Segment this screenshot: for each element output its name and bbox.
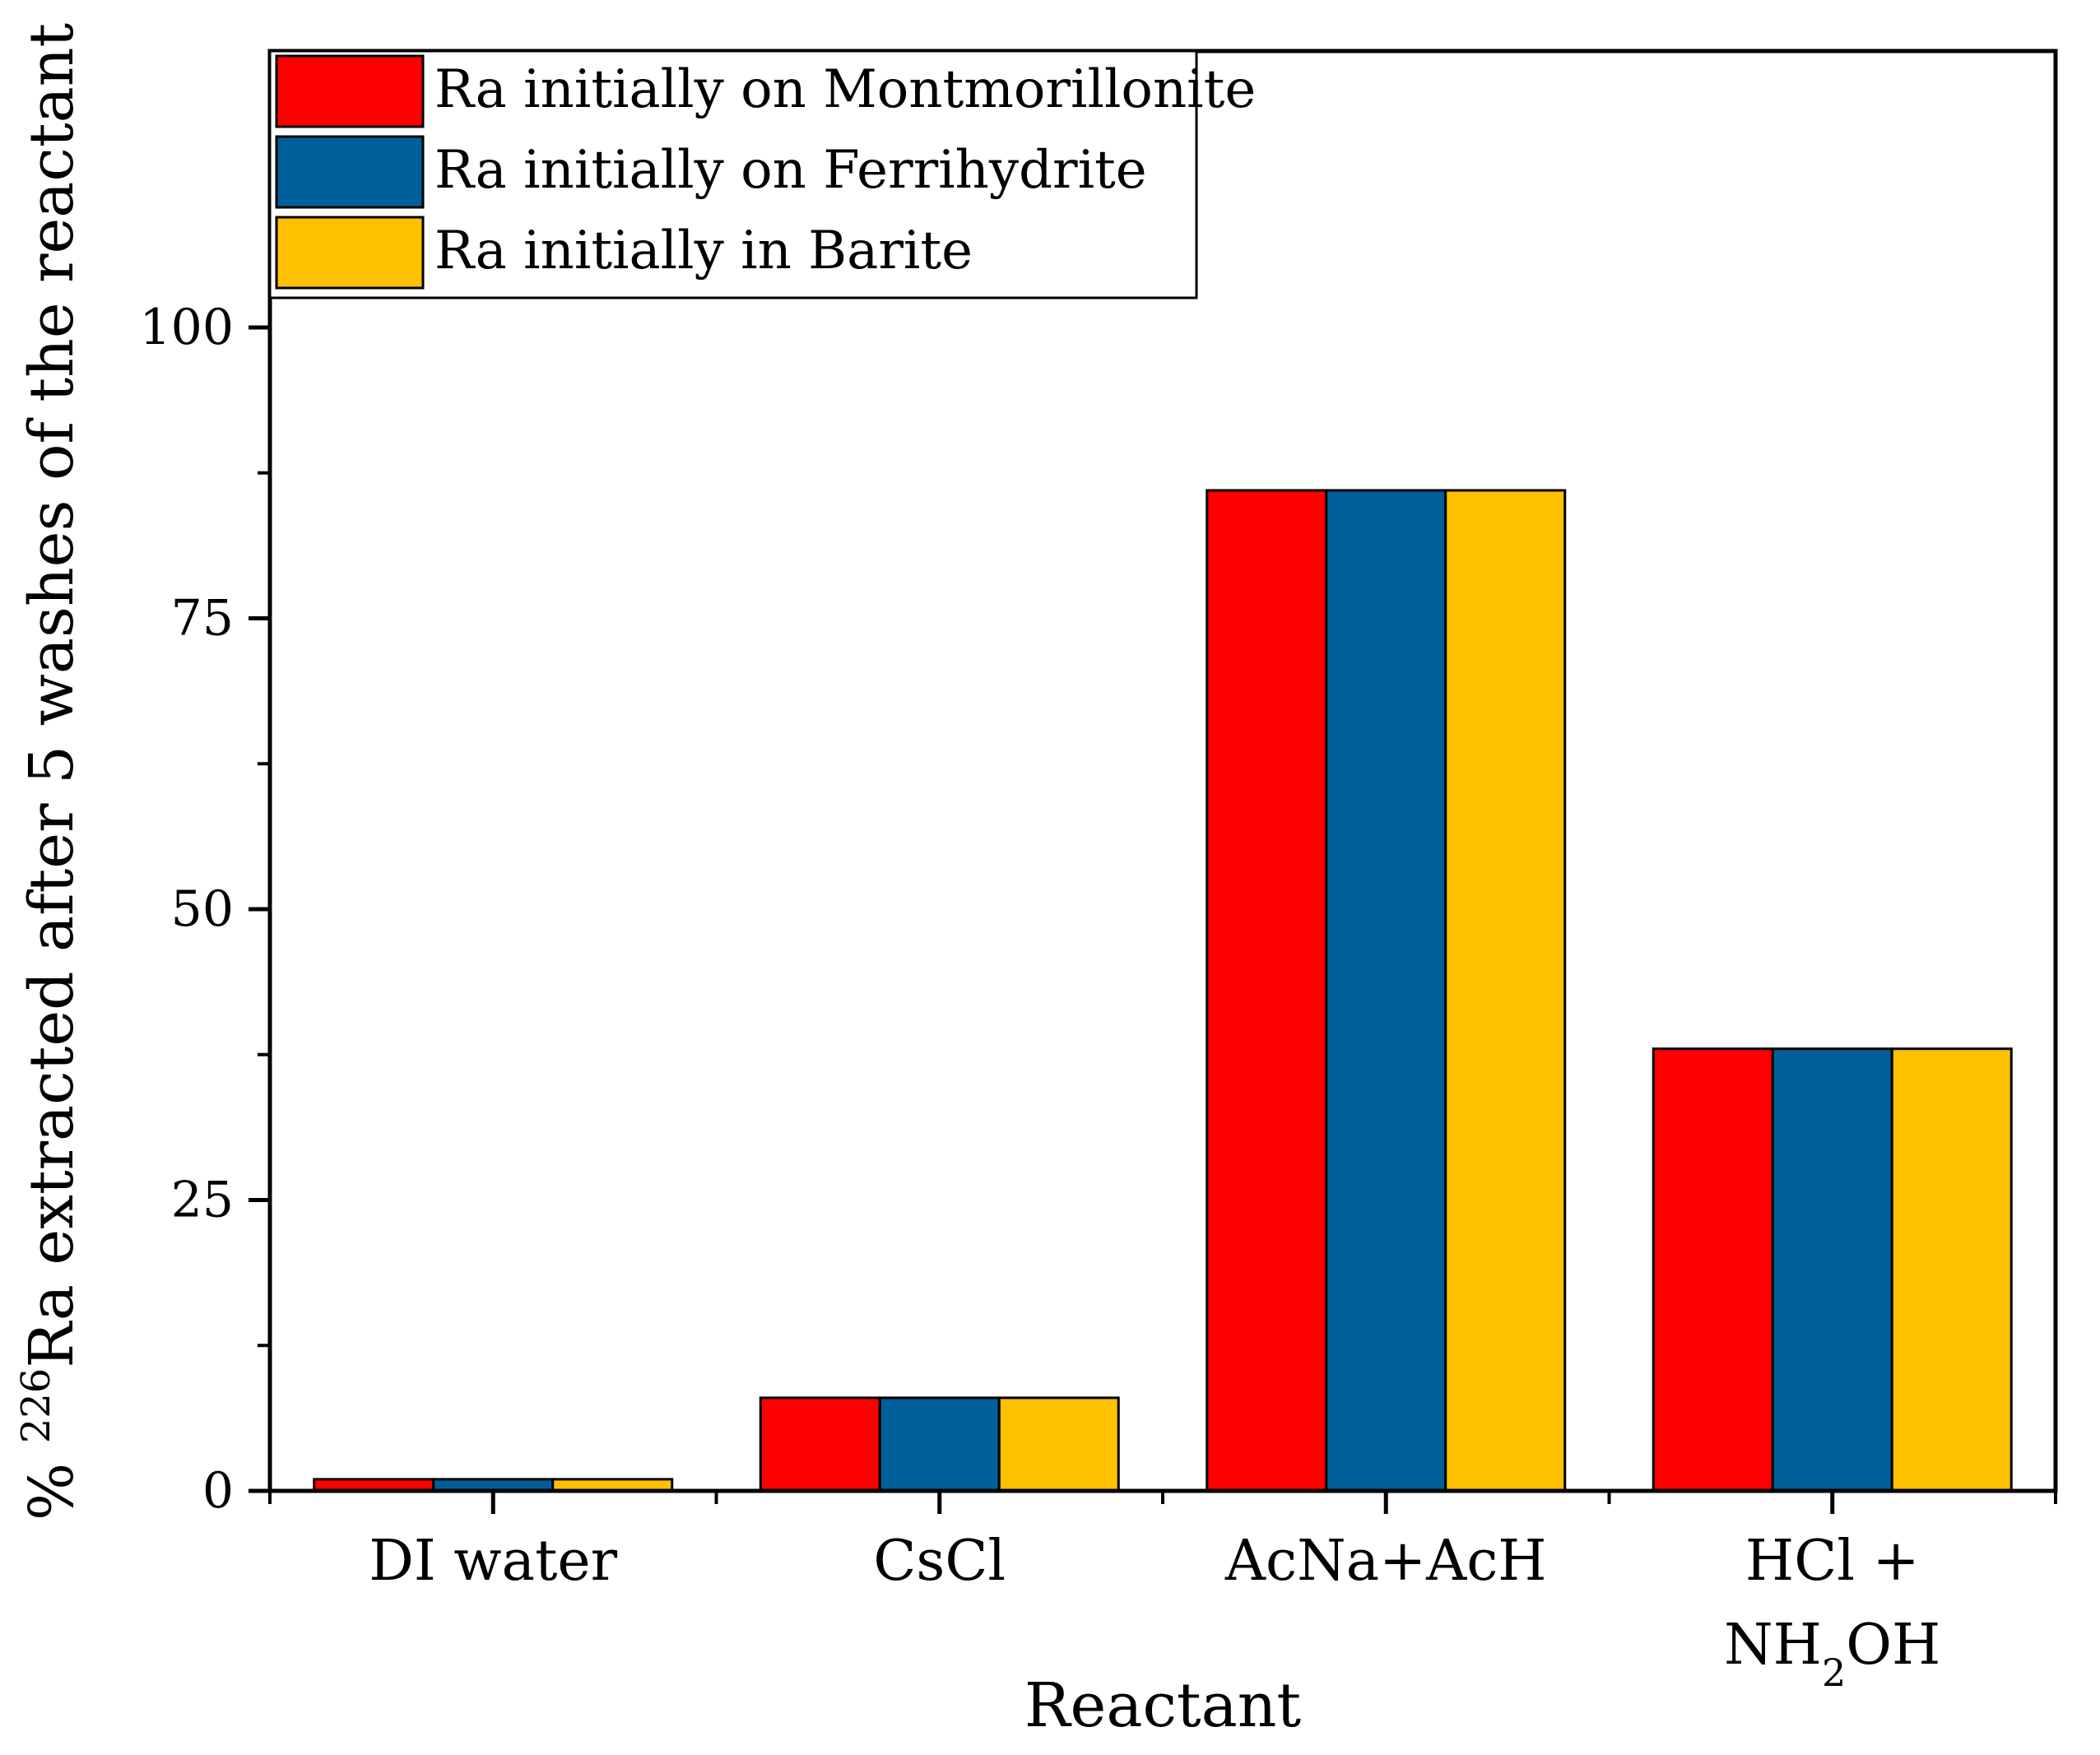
y-tick-label: 0	[202, 1462, 234, 1520]
legend-swatch-1	[275, 54, 425, 128]
bar-3-series-3	[1444, 489, 1567, 1493]
bar-4-series-1	[1652, 1047, 1774, 1493]
x-axis-title: Reactant	[1024, 1670, 1302, 1741]
legend-swatch-3	[275, 216, 425, 290]
legend-label-1: Ra initially on Montmorillonite	[434, 59, 1256, 120]
bar-4-series-3	[1890, 1047, 2013, 1493]
legend-box	[268, 49, 1198, 299]
x-tick-label: DI water	[369, 1529, 617, 1594]
bar-4-series-2	[1771, 1047, 1893, 1493]
y-tick-label: 75	[171, 590, 234, 648]
legend-label-2: Ra initially on Ferrihydrite	[434, 140, 1147, 201]
x-tick-label-line2: NH2OH	[1724, 1613, 1940, 1695]
y-axis-title-superscript: 226	[13, 1368, 59, 1444]
bars-layer	[313, 489, 2013, 1493]
legend: Ra initially on Montmorillonite Ra initia…	[268, 49, 1256, 299]
bar-2-series-3	[997, 1396, 1120, 1493]
x-tick-label: AcNa+AcH	[1224, 1529, 1547, 1594]
x-tick-label: CsCl	[873, 1529, 1006, 1594]
bar-2-series-2	[878, 1396, 1001, 1493]
y-axis-title-prefix: %	[16, 1443, 87, 1521]
axes-layer: 0 25 50 75 100 DI water CsCl AcNa+AcH HCl + NH2OH	[139, 299, 2057, 1695]
bar-2-series-1	[759, 1396, 881, 1493]
y-tick-label: 50	[171, 880, 234, 938]
legend-label-3: Ra initially in Barite	[434, 221, 973, 281]
y-axis-title-suffix: Ra extracted after 5 washes of the react…	[16, 23, 87, 1368]
bar-3-series-2	[1325, 489, 1447, 1493]
y-tick-label: 100	[139, 299, 234, 356]
legend-swatch-2	[275, 135, 425, 209]
bar-3-series-1	[1206, 489, 1328, 1493]
y-tick-label: 25	[171, 1172, 234, 1229]
y-axis-title: % 226Ra extracted after 5 washes of the …	[13, 23, 87, 1521]
x-tick-label: HCl +	[1745, 1529, 1920, 1594]
